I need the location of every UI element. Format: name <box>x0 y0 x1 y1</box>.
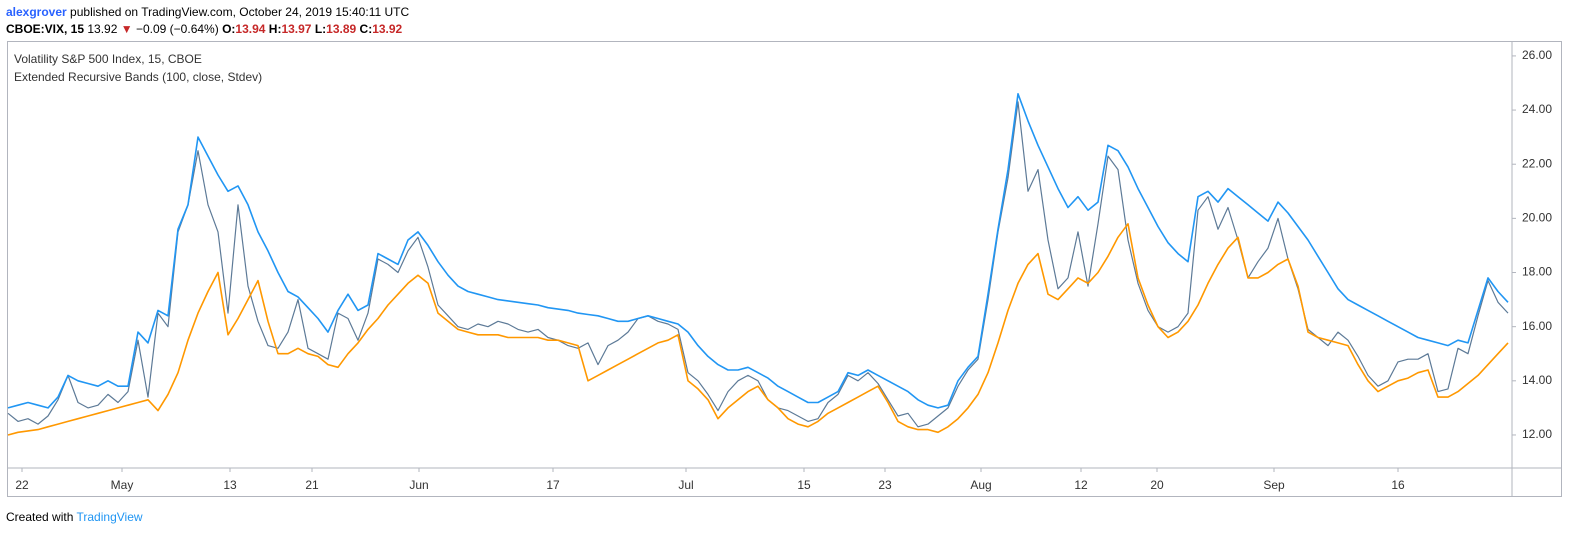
x-tick-label: 21 <box>305 478 319 492</box>
x-tick-label: 13 <box>223 478 237 492</box>
indicator-legend: Extended Recursive Bands (100, close, St… <box>14 70 262 84</box>
brand[interactable]: TradingView <box>76 510 143 524</box>
last: 13.92 <box>87 22 118 36</box>
published: published on TradingView.com, October 24… <box>70 5 410 19</box>
x-tick-label: 22 <box>15 478 29 492</box>
series-legend: Volatility S&P 500 Index, 15, CBOE <box>14 52 202 66</box>
arrow: ▼ <box>120 22 133 36</box>
x-tick-label: Sep <box>1263 478 1285 492</box>
series-line <box>7 223 1509 436</box>
created: Created with <box>6 510 74 524</box>
x-tick-label: 15 <box>797 478 811 492</box>
footer: Created with TradingView <box>6 510 143 524</box>
y-tick-label: 26.00 <box>1522 48 1552 62</box>
frame <box>7 41 1562 497</box>
y-tick-label: 18.00 <box>1522 265 1552 279</box>
y-tick-label: 24.00 <box>1522 102 1552 116</box>
y-tick-label: 12.00 <box>1522 427 1552 441</box>
publish-line: alexgrover published on TradingView.com,… <box>6 5 409 19</box>
x-tick-label: 12 <box>1074 478 1088 492</box>
x-tick-label: Aug <box>970 478 991 492</box>
ohlc-line: CBOE:VIX, 15 13.92 ▼ −0.09 (−0.64%) O:13… <box>6 22 402 36</box>
h-label: H: <box>268 22 282 36</box>
high: 13.97 <box>281 22 312 36</box>
x-tick-label: 17 <box>546 478 560 492</box>
c-label: C: <box>359 22 373 36</box>
x-tick-label: 20 <box>1150 478 1164 492</box>
symbol: CBOE:VIX, 15 <box>6 22 85 36</box>
l-label: L: <box>314 22 327 36</box>
y-tick-label: 14.00 <box>1522 373 1552 387</box>
author[interactable]: alexgrover <box>6 5 67 19</box>
y-tick-label: 16.00 <box>1522 319 1552 333</box>
series-line <box>7 93 1509 409</box>
chart: Volatility S&P 500 Index, 15, CBOE Exten… <box>7 41 1562 497</box>
series-line <box>7 101 1509 428</box>
x-tick-label: 16 <box>1391 478 1405 492</box>
x-tick-label: May <box>111 478 134 492</box>
y-tick-label: 20.00 <box>1522 211 1552 225</box>
x-tick-label: 23 <box>878 478 892 492</box>
x-tick-label: Jul <box>678 478 693 492</box>
o-label: O: <box>222 22 236 36</box>
open: 13.94 <box>235 22 266 36</box>
change: −0.09 (−0.64%) <box>135 22 219 36</box>
y-tick-label: 22.00 <box>1522 156 1552 170</box>
low: 13.89 <box>326 22 357 36</box>
close: 13.92 <box>372 22 403 36</box>
x-tick-label: Jun <box>409 478 428 492</box>
